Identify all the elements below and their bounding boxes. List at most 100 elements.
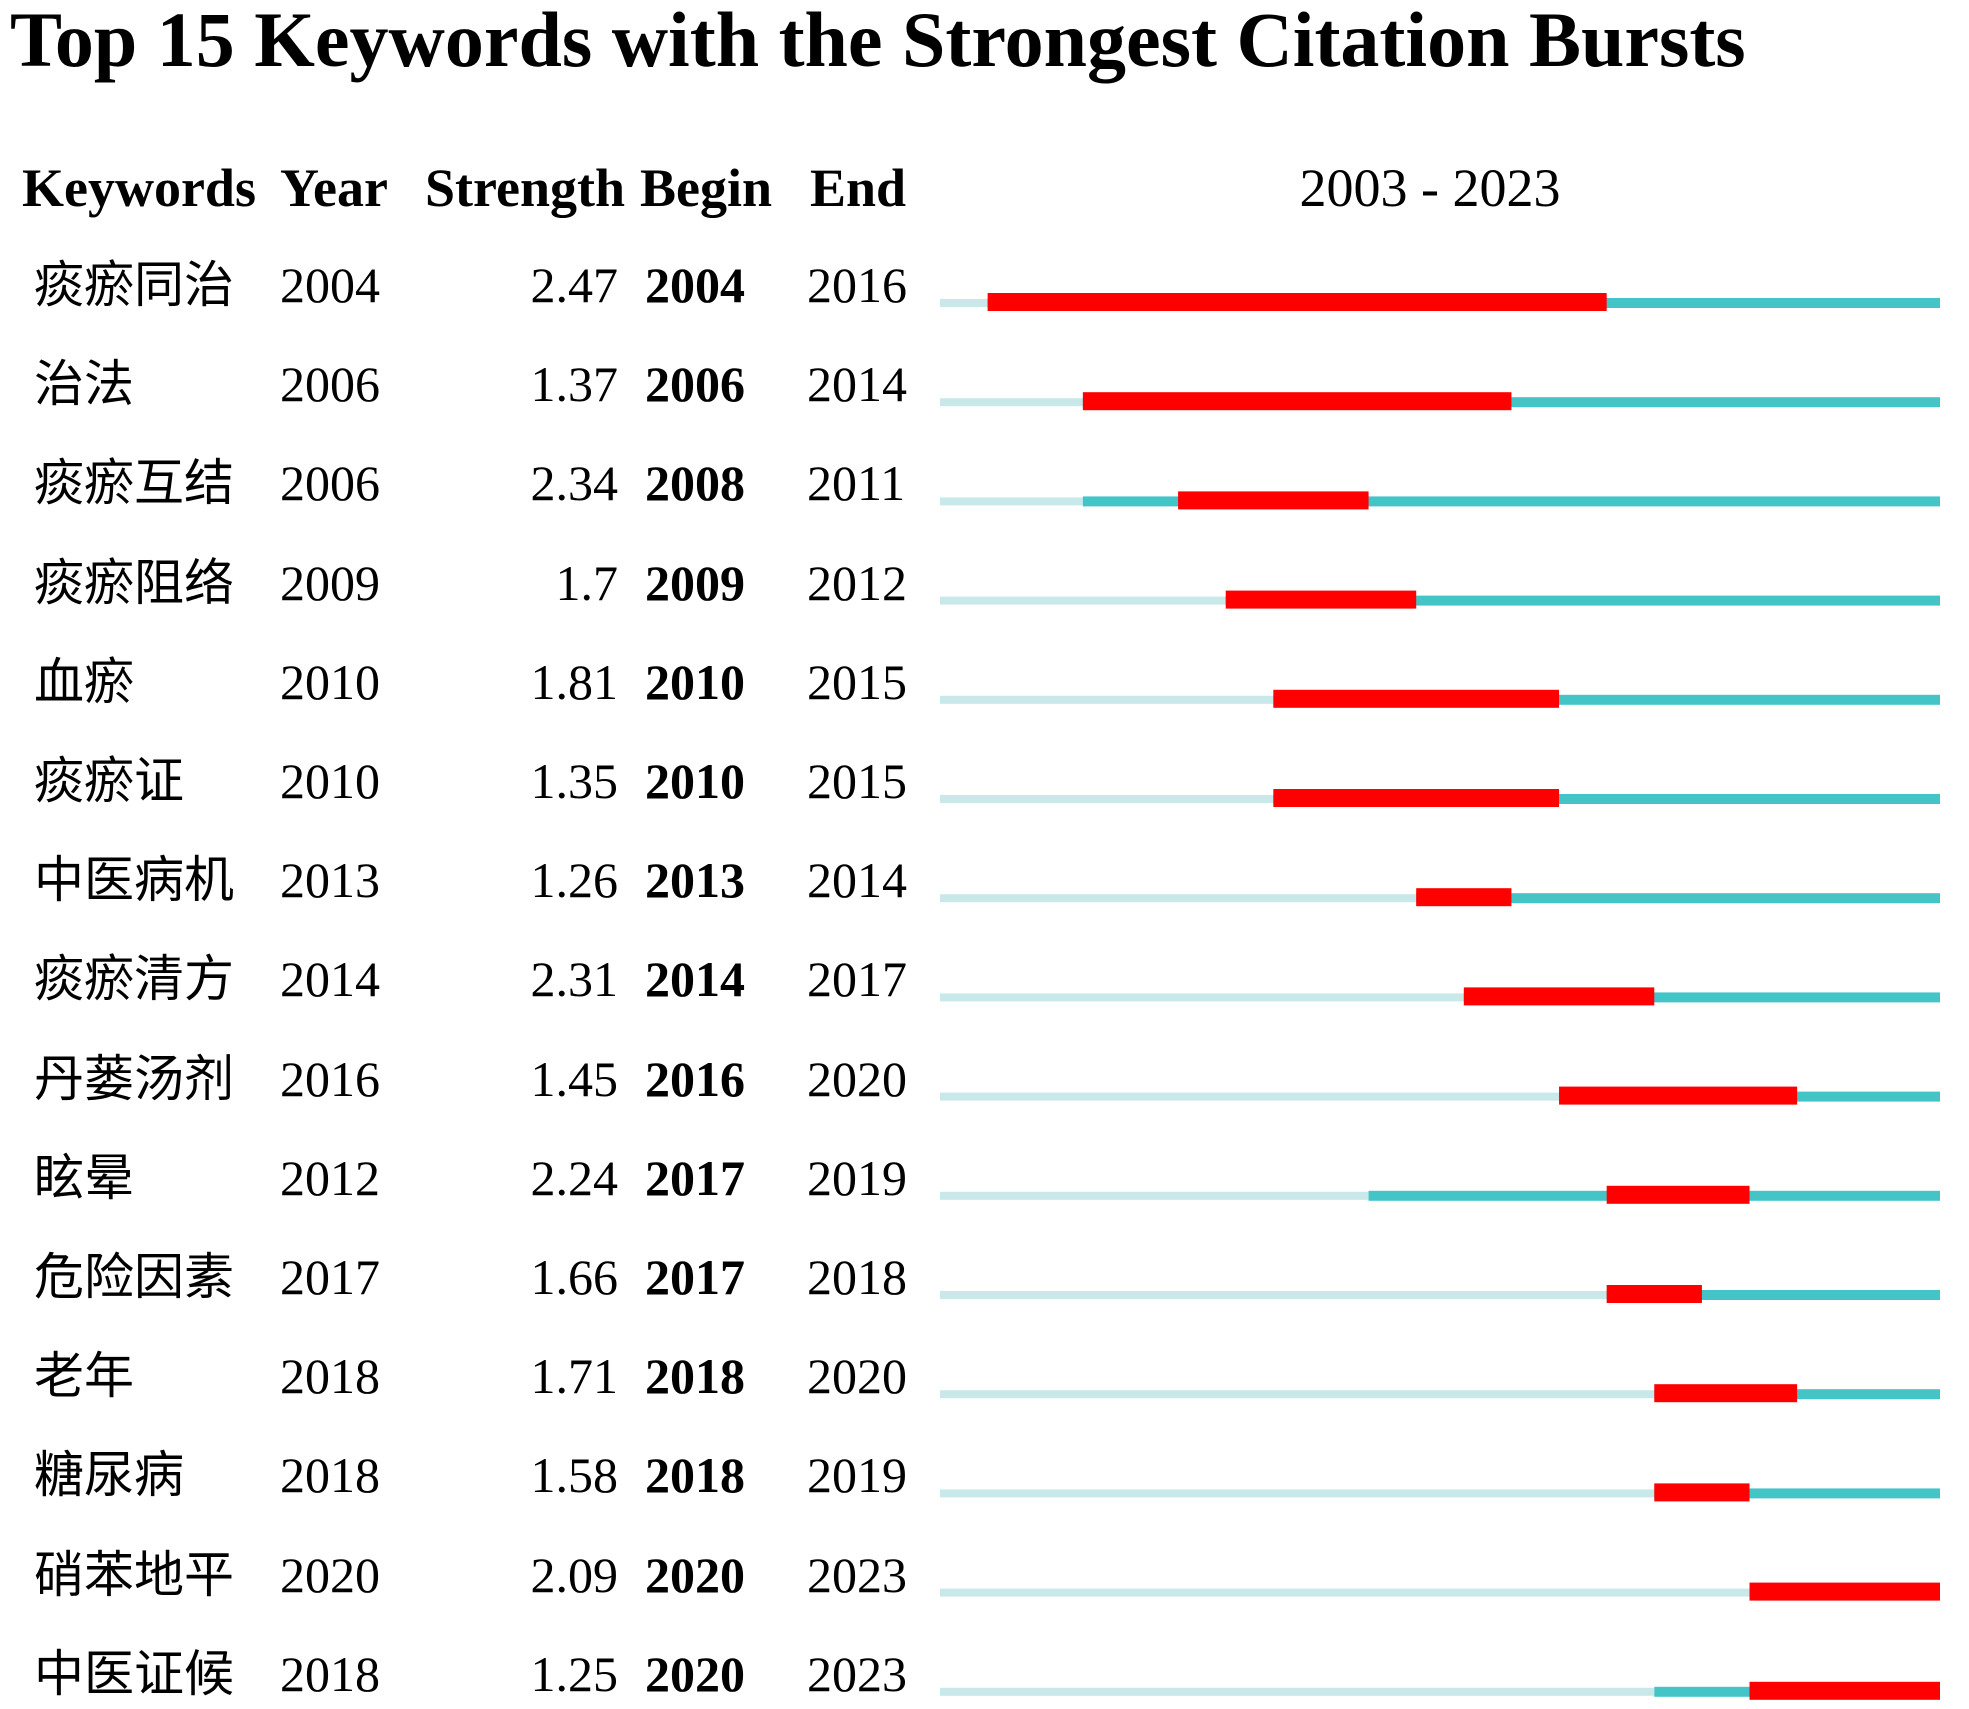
begin-value: 2010 — [645, 653, 745, 710]
begin-value: 2009 — [645, 554, 745, 611]
year-value: 2014 — [280, 951, 380, 1008]
timeline-active-segment — [1654, 1488, 1940, 1499]
timeline-inactive-segment — [940, 497, 1083, 506]
end-value: 2015 — [807, 753, 907, 809]
keyword-label: 治法 — [34, 356, 134, 413]
timeline-inactive-segment — [940, 398, 1083, 407]
year-value: 2006 — [280, 356, 380, 413]
strength-value: 1.45 — [530, 1050, 619, 1107]
header-end: End — [810, 158, 907, 218]
end-value: 2011 — [807, 455, 906, 512]
burst-bar — [1463, 987, 1655, 1006]
end-value: 2020 — [807, 1050, 907, 1107]
year-value: 2016 — [280, 1050, 380, 1107]
burst-bar — [1749, 1681, 1940, 1700]
header-begin: Begin — [640, 158, 773, 218]
keyword-label: 痰瘀同治 — [34, 257, 234, 313]
year-value: 2018 — [280, 1645, 380, 1702]
strength-value: 1.71 — [530, 1348, 619, 1405]
keyword-label: 中医病机 — [34, 852, 234, 909]
timeline-inactive-segment — [940, 1191, 1369, 1200]
end-value: 2018 — [807, 1249, 907, 1305]
strength-value: 1.37 — [530, 356, 619, 413]
end-value: 2023 — [807, 1645, 907, 1702]
burst-bar — [1749, 1582, 1940, 1601]
year-value: 2010 — [280, 753, 380, 809]
end-value: 2019 — [807, 1447, 907, 1504]
year-value: 2006 — [280, 455, 380, 512]
year-value: 2018 — [280, 1348, 380, 1405]
keyword-label: 危险因素 — [34, 1249, 234, 1305]
strength-value: 1.35 — [530, 753, 619, 809]
timeline-inactive-segment — [940, 1489, 1655, 1498]
year-value: 2009 — [280, 554, 380, 611]
begin-value: 2017 — [645, 1249, 745, 1305]
keyword-label: 糖尿病 — [34, 1447, 184, 1504]
header-timeline-range: 2003 - 2023 — [1299, 158, 1561, 218]
keyword-label: 老年 — [34, 1348, 134, 1405]
keyword-label: 痰瘀清方 — [34, 951, 234, 1008]
begin-value: 2020 — [645, 1546, 745, 1603]
keyword-label: 丹蒌汤剂 — [34, 1050, 234, 1107]
burst-bar — [1654, 1384, 1798, 1403]
year-value: 2012 — [280, 1149, 380, 1206]
begin-value: 2010 — [645, 753, 745, 809]
timeline-active-segment — [1082, 496, 1940, 507]
strength-value: 1.81 — [530, 653, 619, 710]
keyword-label: 痰瘀阻络 — [34, 554, 234, 611]
burst-bar — [1178, 491, 1369, 510]
timeline-inactive-segment — [940, 894, 1417, 903]
begin-value: 2013 — [645, 852, 745, 909]
timeline-inactive-segment — [940, 1588, 1750, 1597]
burst-bar — [1559, 1086, 1798, 1105]
year-value: 2018 — [280, 1447, 380, 1504]
begin-value: 2017 — [645, 1149, 745, 1206]
begin-value: 2014 — [645, 951, 745, 1008]
keyword-label: 眩晕 — [34, 1149, 134, 1206]
timeline-active-segment — [1463, 992, 1940, 1003]
strength-value: 1.66 — [530, 1249, 619, 1305]
timeline-inactive-segment — [940, 1092, 1560, 1101]
burst-bar — [987, 293, 1607, 311]
end-value: 2019 — [807, 1149, 907, 1206]
timeline-active-segment — [1273, 694, 1940, 705]
begin-value: 2016 — [645, 1050, 745, 1107]
keyword-label: 痰瘀互结 — [34, 455, 234, 512]
strength-value: 2.24 — [530, 1149, 619, 1206]
end-value: 2015 — [807, 653, 907, 710]
year-value: 2010 — [280, 653, 380, 710]
begin-value: 2008 — [645, 455, 745, 512]
end-value: 2014 — [807, 356, 907, 413]
end-value: 2017 — [807, 951, 907, 1008]
keyword-label: 血瘀 — [34, 653, 134, 710]
year-value: 2020 — [280, 1546, 380, 1603]
timeline-inactive-segment — [940, 695, 1274, 704]
begin-value: 2020 — [645, 1645, 745, 1702]
timeline-inactive-segment — [940, 596, 1226, 605]
year-value: 2017 — [280, 1249, 380, 1305]
burst-bar — [1654, 1483, 1750, 1502]
strength-value: 2.34 — [530, 455, 619, 512]
strength-value: 1.26 — [530, 852, 619, 909]
header-keywords: Keywords — [22, 158, 256, 218]
header-year: Year — [280, 158, 388, 218]
burst-bar — [1606, 1185, 1750, 1204]
begin-value: 2018 — [645, 1348, 745, 1405]
begin-value: 2018 — [645, 1447, 745, 1504]
timeline-inactive-segment — [940, 1687, 1655, 1696]
burst-bar — [1606, 1285, 1702, 1303]
timeline-inactive-segment — [940, 1390, 1655, 1399]
chart-title: Top 15 Keywords with the Strongest Citat… — [10, 0, 1746, 83]
strength-value: 1.25 — [530, 1645, 619, 1702]
end-value: 2014 — [807, 852, 907, 909]
year-value: 2013 — [280, 852, 380, 909]
end-value: 2012 — [807, 554, 907, 611]
begin-value: 2006 — [645, 356, 745, 413]
burst-bar — [1273, 689, 1560, 708]
burst-bar — [1225, 590, 1417, 609]
timeline-inactive-segment — [940, 993, 1464, 1002]
keyword-label: 硝苯地平 — [34, 1546, 234, 1603]
burst-bar — [1273, 789, 1560, 807]
